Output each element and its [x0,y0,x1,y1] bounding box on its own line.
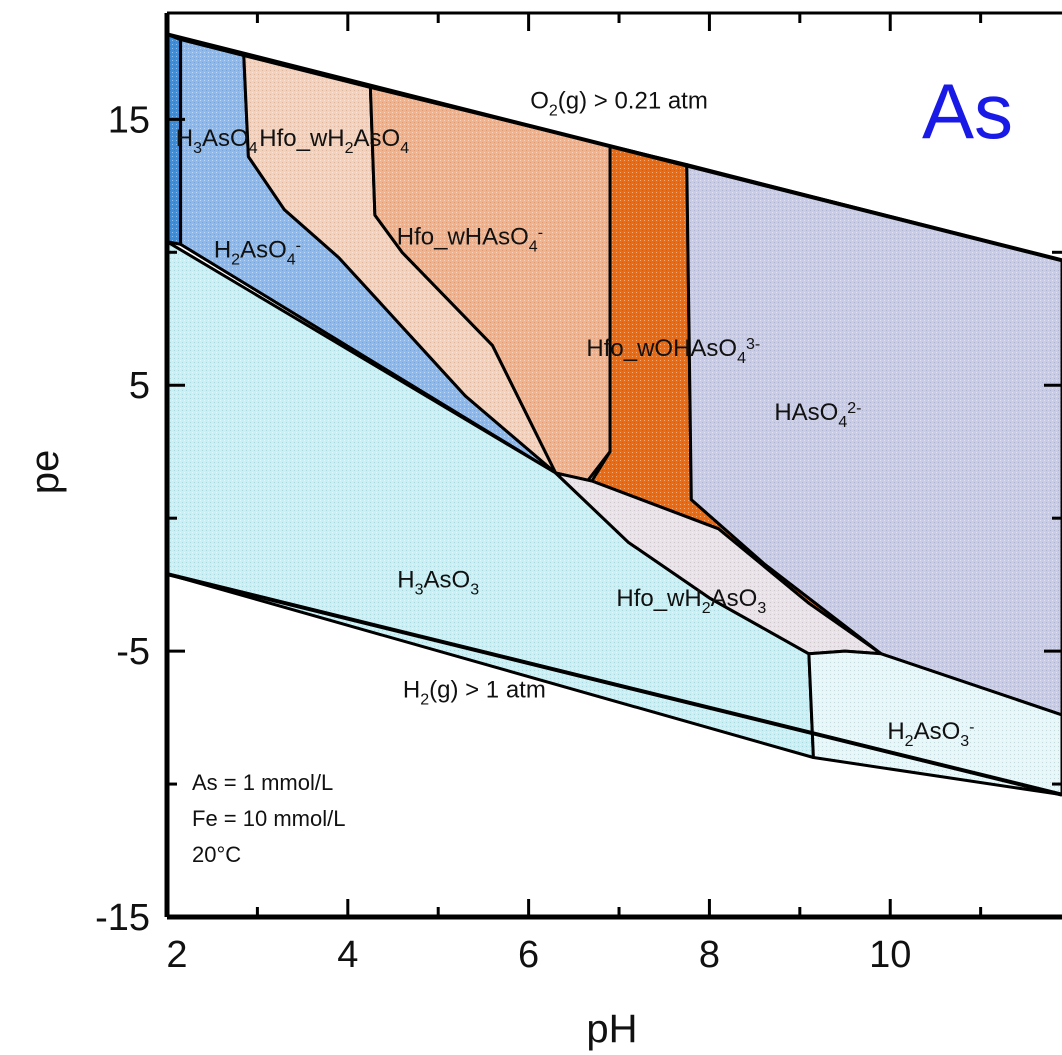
region-h2aso3 [807,649,1062,797]
y-tick-label-15: 15 [108,99,150,141]
water-limit-line-2 [166,572,1062,797]
region-labels: H3AsO4 H2AsO4- Hfo_wH2AsO4 Hfo_wHAsO4- Hfo_w… [176,125,975,750]
label-h2aso4: H2AsO4- [214,237,301,269]
x-tick-label-2: 2 [166,934,187,976]
note-temperature: 20°C [192,842,241,867]
water-stability-lines [166,32,1062,797]
label-hfo-wohaso4-3: Hfo_wOHAsO43- [586,335,760,367]
x-tick-label-6: 6 [518,934,539,976]
y-axis-title: pe [23,450,67,495]
axis-ticks [165,13,1062,919]
water-limit-label-1: O2(g) > 0.21 atm [530,88,708,120]
y-tick-label-5: 5 [129,365,150,407]
conditions-note: As = 1 mmol/L Fe = 10 mmol/L 20°C [192,770,345,867]
label-hfo-wh2aso4: Hfo_wH2AsO4 [259,125,409,157]
note-iron: Fe = 10 mmol/L [192,806,345,831]
plot-frame [164,11,1062,920]
label-h3aso3: H3AsO3 [397,566,479,598]
water-limit-labels: O2(g) > 0.21 atm H2(g) > 1 atm [403,88,708,709]
note-arsenic: As = 1 mmol/L [192,770,333,795]
axis-tick-labels: 2 4 6 8 10 15 5 -5 -15 [95,99,911,976]
element-label: As [914,67,1062,164]
label-hfo-whaso4: Hfo_wHAsO4- [397,223,543,255]
x-tick-label-10: 10 [869,934,911,976]
water-limit-label-2: H2(g) > 1 atm [403,677,546,709]
stability-regions [165,32,1062,797]
x-axis-title: pH [586,1007,637,1051]
x-tick-label-4: 4 [337,934,358,976]
water-limit-line-1 [166,32,1062,263]
label-hfo-wh2aso3: Hfo_wH2AsO3 [616,585,766,617]
label-h2aso3: H2AsO3- [887,718,974,750]
y-tick-label--15: -15 [95,897,150,939]
element-label-text: As [922,67,1013,155]
label-haso4-2: HAsO42- [774,399,861,431]
label-h3aso4: H3AsO4 [176,125,258,157]
x-tick-label-8: 8 [699,934,720,976]
y-tick-label--5: -5 [116,631,150,673]
